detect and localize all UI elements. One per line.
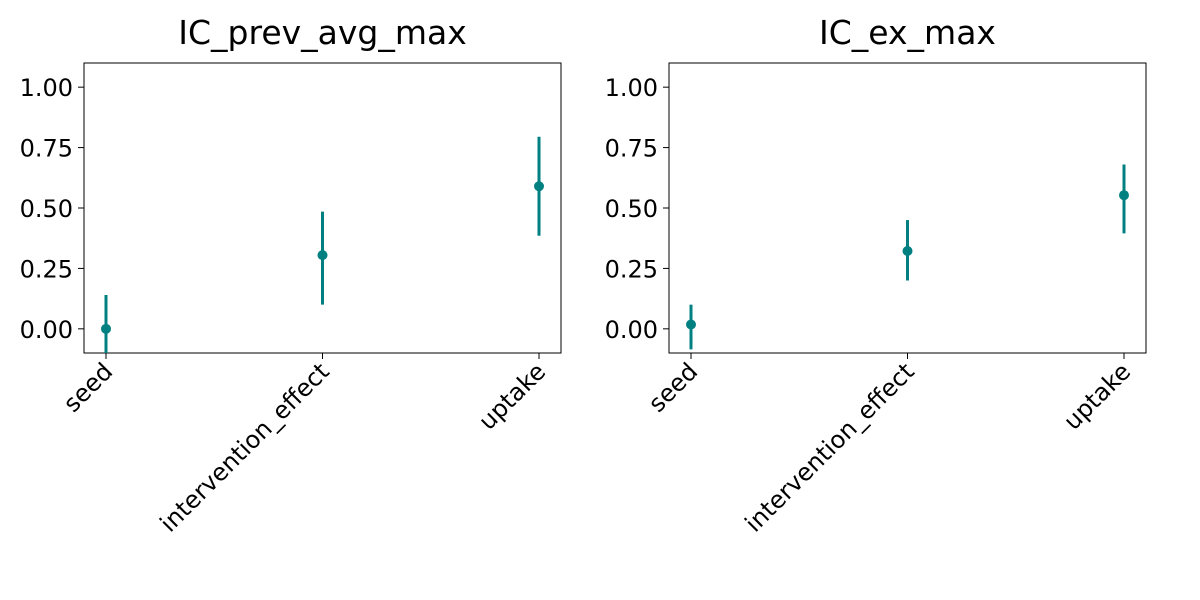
data-point bbox=[1119, 190, 1129, 201]
x-tick-label: seed bbox=[58, 357, 118, 417]
panel-ic-prev-avg-max: IC_prev_avg_max 0.00 0.25 0.50 0.75 1.00 seed i… bbox=[20, 13, 562, 538]
axes-frame bbox=[83, 62, 562, 354]
panel-ic-ex-max: IC_ex_max 0.00 0.25 0.50 0.75 1.00 seed interve… bbox=[605, 13, 1147, 538]
y-tick-label: 0.50 bbox=[605, 195, 658, 223]
y-tick-label: 0.25 bbox=[605, 255, 658, 283]
x-tick-label: intervention_effect bbox=[155, 357, 335, 537]
y-tick-label: 0.75 bbox=[20, 135, 73, 163]
x-tick-label: seed bbox=[643, 357, 703, 417]
chart-title: IC_prev_avg_max bbox=[178, 13, 467, 52]
data-point bbox=[101, 323, 111, 334]
y-tick-label: 0.25 bbox=[20, 255, 73, 283]
x-tick-label: intervention_effect bbox=[740, 357, 920, 537]
axes-frame bbox=[668, 62, 1147, 354]
data-point bbox=[317, 250, 328, 261]
x-tick-label: uptake bbox=[1058, 357, 1136, 435]
data-point bbox=[686, 319, 696, 330]
data-point bbox=[534, 181, 544, 192]
chart-title: IC_ex_max bbox=[819, 13, 996, 52]
data-point bbox=[902, 246, 913, 257]
y-tick-label: 1.00 bbox=[605, 74, 658, 102]
y-tick-label: 1.00 bbox=[20, 74, 73, 102]
y-tick-label: 0.00 bbox=[20, 316, 73, 344]
y-tick-label: 0.00 bbox=[605, 316, 658, 344]
y-tick-label: 0.50 bbox=[20, 195, 73, 223]
x-tick-label: uptake bbox=[473, 357, 551, 435]
y-tick-label: 0.75 bbox=[605, 135, 658, 163]
